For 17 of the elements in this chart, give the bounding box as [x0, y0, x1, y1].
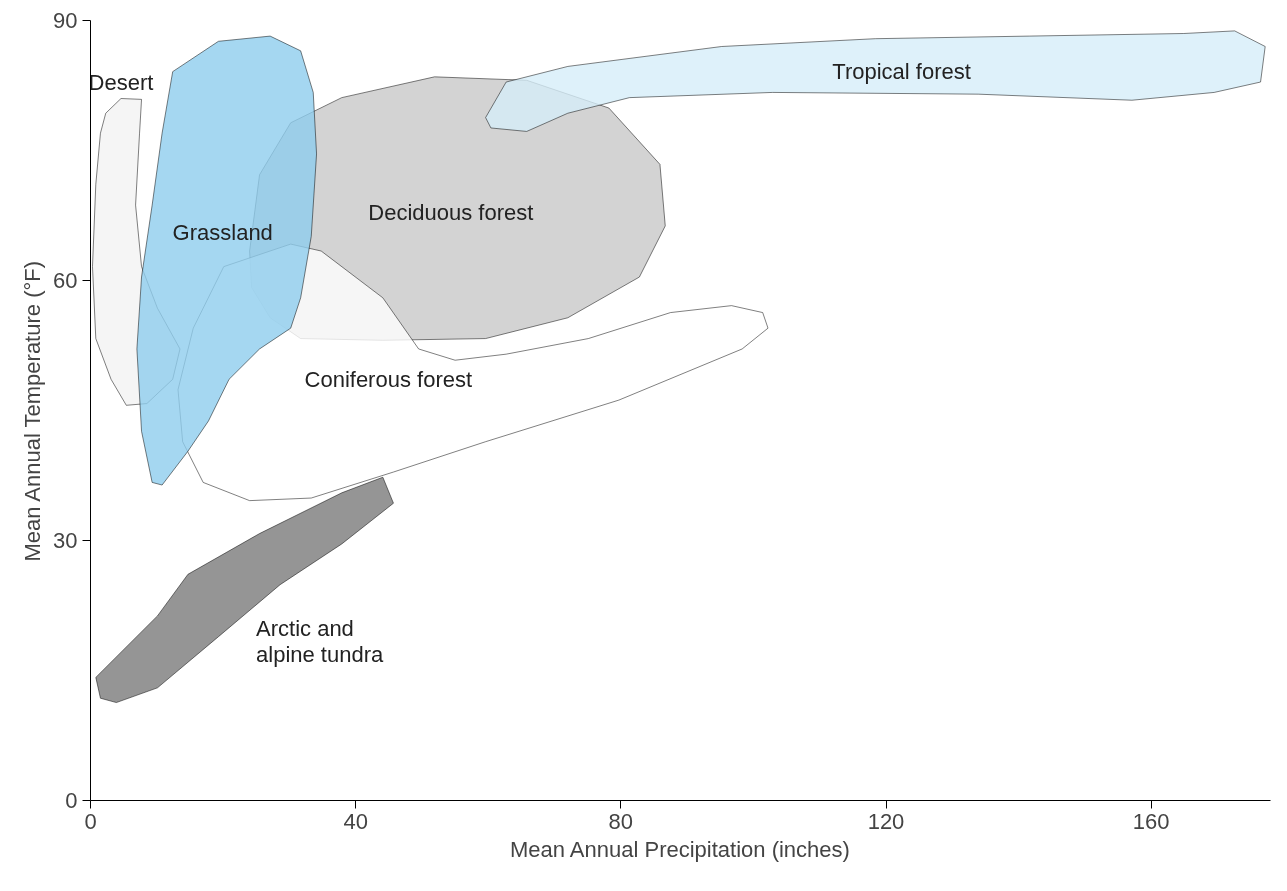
- x-tick-label: 120: [867, 808, 905, 834]
- x-axis-title: Mean Annual Precipitation (inches): [509, 836, 850, 862]
- y-tick-label: 30: [53, 528, 78, 553]
- x-tick-label: 160: [1132, 808, 1170, 834]
- y-axis-title: Mean Annual Temperature (°F): [20, 260, 46, 562]
- y-tick-label: 0: [65, 788, 78, 813]
- series-label: Deciduous forest: [368, 199, 534, 225]
- y-tick-label: 60: [53, 268, 78, 293]
- x-tick-label: 40: [343, 808, 368, 834]
- series-label: Coniferous forest: [304, 366, 473, 392]
- series-label: Grassland: [172, 220, 273, 246]
- x-tick-label: 80: [608, 808, 634, 834]
- series-label: Desert: [88, 69, 154, 95]
- x-tick-label: 0: [84, 808, 97, 834]
- series-label: Arctic and alpine tundra: [256, 615, 385, 667]
- series-label: Tropical forest: [832, 58, 971, 84]
- y-tick-label: 90: [53, 8, 78, 33]
